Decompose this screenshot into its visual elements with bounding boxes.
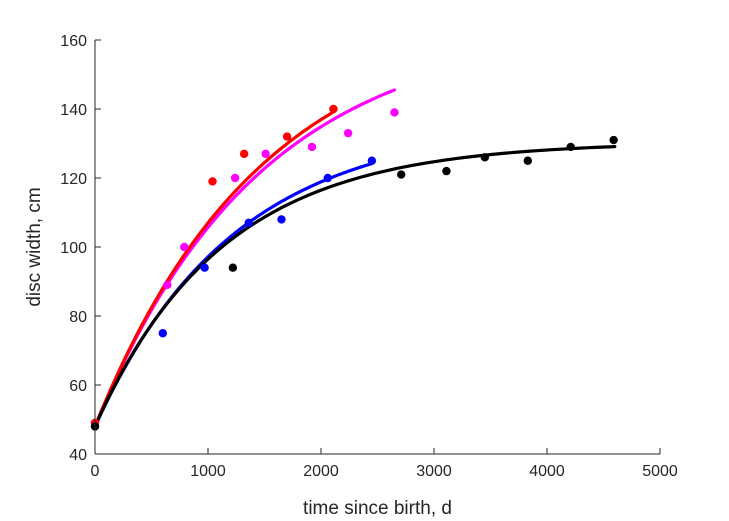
data-point-3 xyxy=(442,166,451,176)
y-axis-label: disc width, cm xyxy=(24,187,45,306)
data-point-1 xyxy=(307,142,317,152)
data-point-1 xyxy=(390,108,399,117)
data-point-1 xyxy=(343,128,353,138)
data-point-2 xyxy=(282,132,292,141)
data-point-0 xyxy=(323,173,332,183)
data-point-3 xyxy=(523,156,532,165)
axis-ticks: 0 1000 2000 3000 4000 5000 40 60 80 100 120 140 160 xyxy=(60,33,678,480)
data-point-1 xyxy=(230,173,240,183)
fit-line-1 xyxy=(93,88,397,428)
fit-line-2 xyxy=(93,109,337,428)
data-point-0 xyxy=(277,215,286,224)
data-point-3 xyxy=(397,170,406,179)
data-point-2 xyxy=(208,177,217,186)
y-tick-label: 160 xyxy=(60,33,87,50)
x-tick-label: 5000 xyxy=(642,463,678,480)
y-tick-label: 120 xyxy=(60,171,87,188)
x-tick-label: 0 xyxy=(91,463,100,480)
x-tick-label: 2000 xyxy=(303,463,339,480)
fit-line-0 xyxy=(93,162,374,428)
x-tick-label: 4000 xyxy=(529,463,565,480)
y-tick-label: 100 xyxy=(60,240,87,257)
data-point-1 xyxy=(261,149,270,159)
data-point-0 xyxy=(158,329,167,338)
data-point-3 xyxy=(480,153,490,162)
data-point-3 xyxy=(228,263,238,272)
x-tick-label: 1000 xyxy=(190,463,226,480)
fit-line-3 xyxy=(93,145,617,428)
data-points xyxy=(90,104,618,431)
data-point-1 xyxy=(180,242,189,252)
data-point-3 xyxy=(609,135,618,145)
data-point-0 xyxy=(367,156,377,165)
y-tick-label: 40 xyxy=(69,447,87,464)
y-tick-label: 60 xyxy=(69,378,87,395)
data-point-2 xyxy=(239,149,249,159)
data-point-2 xyxy=(329,104,338,114)
data-point-0 xyxy=(200,263,209,272)
fit-curves xyxy=(93,88,617,428)
x-axis-label: time since birth, d xyxy=(303,498,452,519)
data-point-3 xyxy=(566,142,575,152)
y-tick-label: 140 xyxy=(60,102,87,119)
data-point-0 xyxy=(244,218,253,228)
x-tick-label: 3000 xyxy=(416,463,452,480)
data-point-1 xyxy=(163,280,172,290)
y-tick-label: 80 xyxy=(69,309,87,326)
